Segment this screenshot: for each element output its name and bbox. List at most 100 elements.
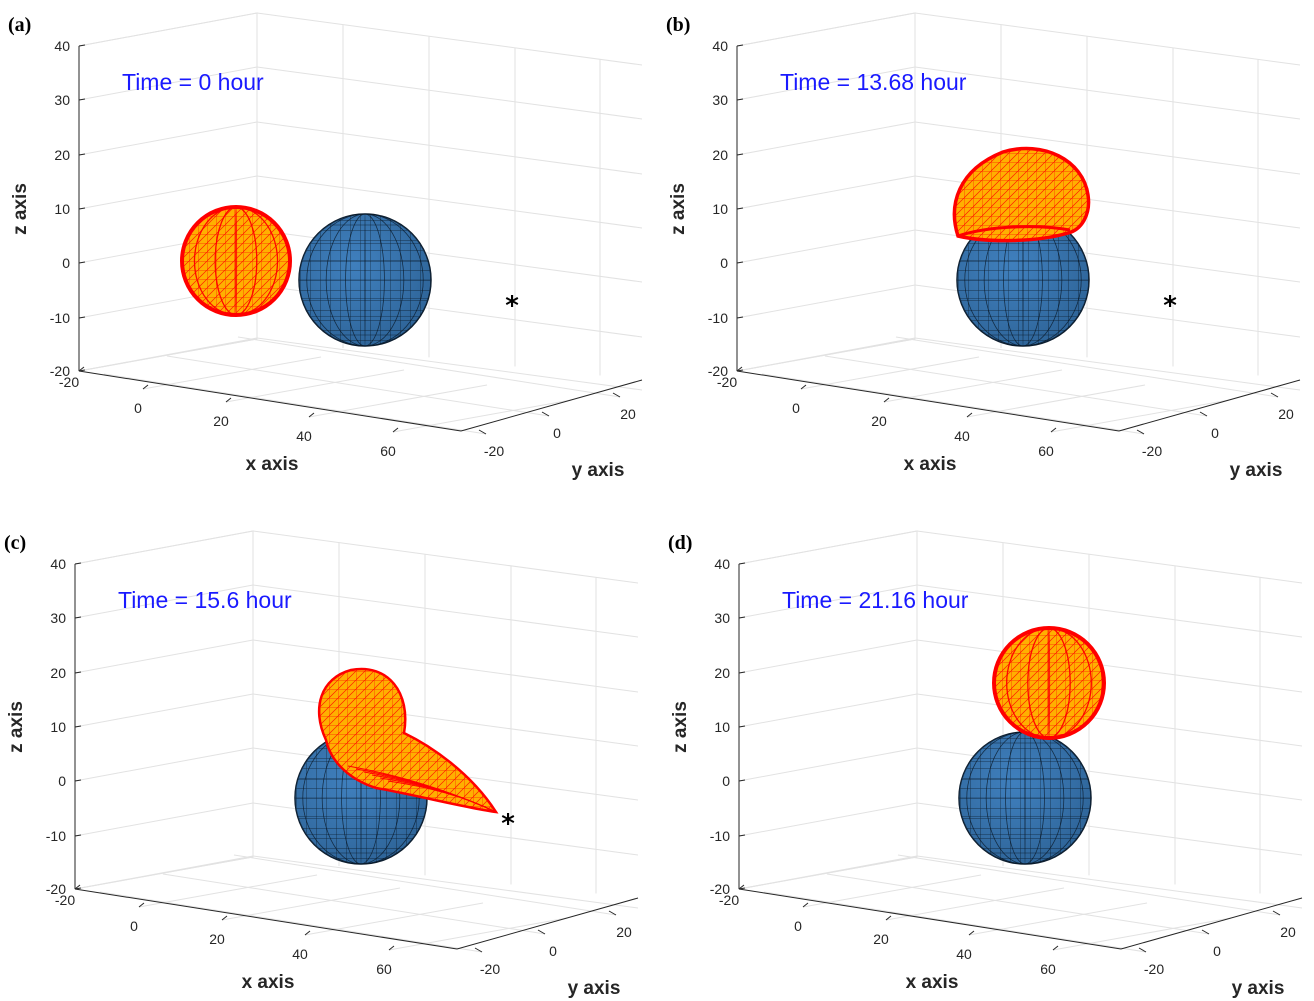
x-tick — [802, 902, 809, 908]
x-tick — [800, 384, 807, 390]
star-marker: * — [501, 809, 515, 839]
z-tick-label: 20 — [714, 665, 730, 681]
z-tick — [74, 562, 82, 565]
z-tick — [78, 44, 86, 47]
panel-label: (b) — [666, 14, 690, 36]
y-gridline-floor — [897, 854, 1281, 916]
z-tick-label: 0 — [722, 773, 730, 789]
x-tick-label: 60 — [1038, 443, 1054, 459]
y-gridline-floor — [824, 355, 1208, 417]
y-gridline-floor — [233, 854, 617, 916]
z-tick — [738, 834, 746, 837]
y-tick — [474, 947, 483, 953]
x-gridline-floor — [304, 902, 484, 936]
y-tick — [1270, 392, 1279, 398]
z-tick — [74, 834, 82, 837]
z-gridline-back — [736, 229, 916, 264]
z-gridline-back — [74, 530, 254, 565]
x-gridline-floor — [221, 887, 401, 921]
y-tick-label: 20 — [1280, 924, 1296, 940]
z-tick — [78, 207, 86, 210]
y-gridline-floor — [763, 891, 1147, 953]
z-tick-label: 40 — [712, 38, 728, 54]
mesh-body — [317, 667, 499, 814]
y-tick-label: 20 — [620, 406, 636, 422]
mesh-base-edge — [957, 225, 1071, 238]
z-tick — [78, 261, 86, 264]
x-gridline-floor — [802, 874, 982, 908]
y-tick — [478, 429, 487, 435]
z-tick — [738, 725, 746, 728]
z-gridline-side — [256, 337, 643, 391]
z-gridline-back — [738, 802, 918, 837]
panel-label: (a) — [8, 14, 31, 36]
y-tick — [541, 411, 550, 417]
z-tick-label: 30 — [712, 92, 728, 108]
x-axis-label: x axis — [906, 972, 959, 993]
mesh-body — [180, 205, 292, 317]
y-axis-line — [456, 897, 639, 950]
z-gridline-side — [916, 693, 1303, 747]
x-tick — [142, 384, 149, 390]
x-tick-label: 0 — [130, 918, 138, 934]
x-tick-label: -20 — [55, 892, 75, 908]
z-tick — [738, 562, 746, 565]
x-axis-line — [738, 888, 1122, 950]
x-gridline-floor — [1050, 399, 1230, 433]
y-tick-label: -20 — [484, 443, 504, 459]
z-gridline-back — [78, 121, 258, 156]
mesh-surface — [317, 667, 499, 814]
z-gridline-back — [738, 530, 918, 565]
x-tick — [221, 915, 228, 921]
panel-label: (c) — [4, 532, 26, 554]
z-gridline-side — [916, 530, 1303, 584]
z-tick-label: 30 — [50, 610, 66, 626]
z-gridline-back — [74, 639, 254, 674]
z-tick-label: 20 — [54, 147, 70, 163]
z-tick-label: 10 — [714, 719, 730, 735]
x-gridline-floor — [392, 399, 572, 433]
y-tick-label: 0 — [1211, 425, 1219, 441]
z-gridline-back — [74, 584, 254, 619]
y-gridline-floor — [895, 336, 1279, 398]
x-tick-label: 40 — [292, 946, 308, 962]
y-tick — [1199, 411, 1208, 417]
z-gridline-side — [256, 66, 643, 120]
z-gridline-side — [252, 855, 639, 909]
x-tick-label: 60 — [1040, 961, 1056, 977]
z-gridline-side — [252, 639, 639, 693]
z-tick — [736, 261, 744, 264]
z-tick — [736, 207, 744, 210]
z-tick-label: -20 — [708, 363, 728, 379]
panel-label: (d) — [668, 532, 692, 554]
x-gridline-floor — [800, 356, 980, 390]
mesh-body — [952, 146, 1091, 243]
z-tick — [738, 671, 746, 674]
mesh-body — [992, 626, 1106, 740]
z-tick — [74, 725, 82, 728]
z-tick-label: 40 — [50, 556, 66, 572]
z-tick-label: 10 — [712, 201, 728, 217]
mesh-meridian — [1047, 627, 1051, 739]
y-tick — [612, 392, 621, 398]
z-axis-label: z axis — [6, 701, 27, 753]
z-gridline-back — [738, 747, 918, 782]
z-gridline-side — [914, 66, 1301, 120]
z-tick — [736, 153, 744, 156]
mesh-meridian — [234, 206, 238, 316]
y-axis-line — [1118, 379, 1301, 432]
x-tick-label: 0 — [792, 400, 800, 416]
x-tick — [74, 884, 81, 890]
x-tick — [738, 884, 745, 890]
x-tick — [78, 366, 85, 372]
z-tick-label: 10 — [54, 201, 70, 217]
x-tick-label: 40 — [956, 946, 972, 962]
star-marker: * — [1163, 291, 1177, 321]
y-tick — [608, 910, 617, 916]
x-gridline-floor — [78, 338, 258, 372]
x-gridline-floor — [225, 369, 405, 403]
y-tick-label: 0 — [553, 425, 561, 441]
